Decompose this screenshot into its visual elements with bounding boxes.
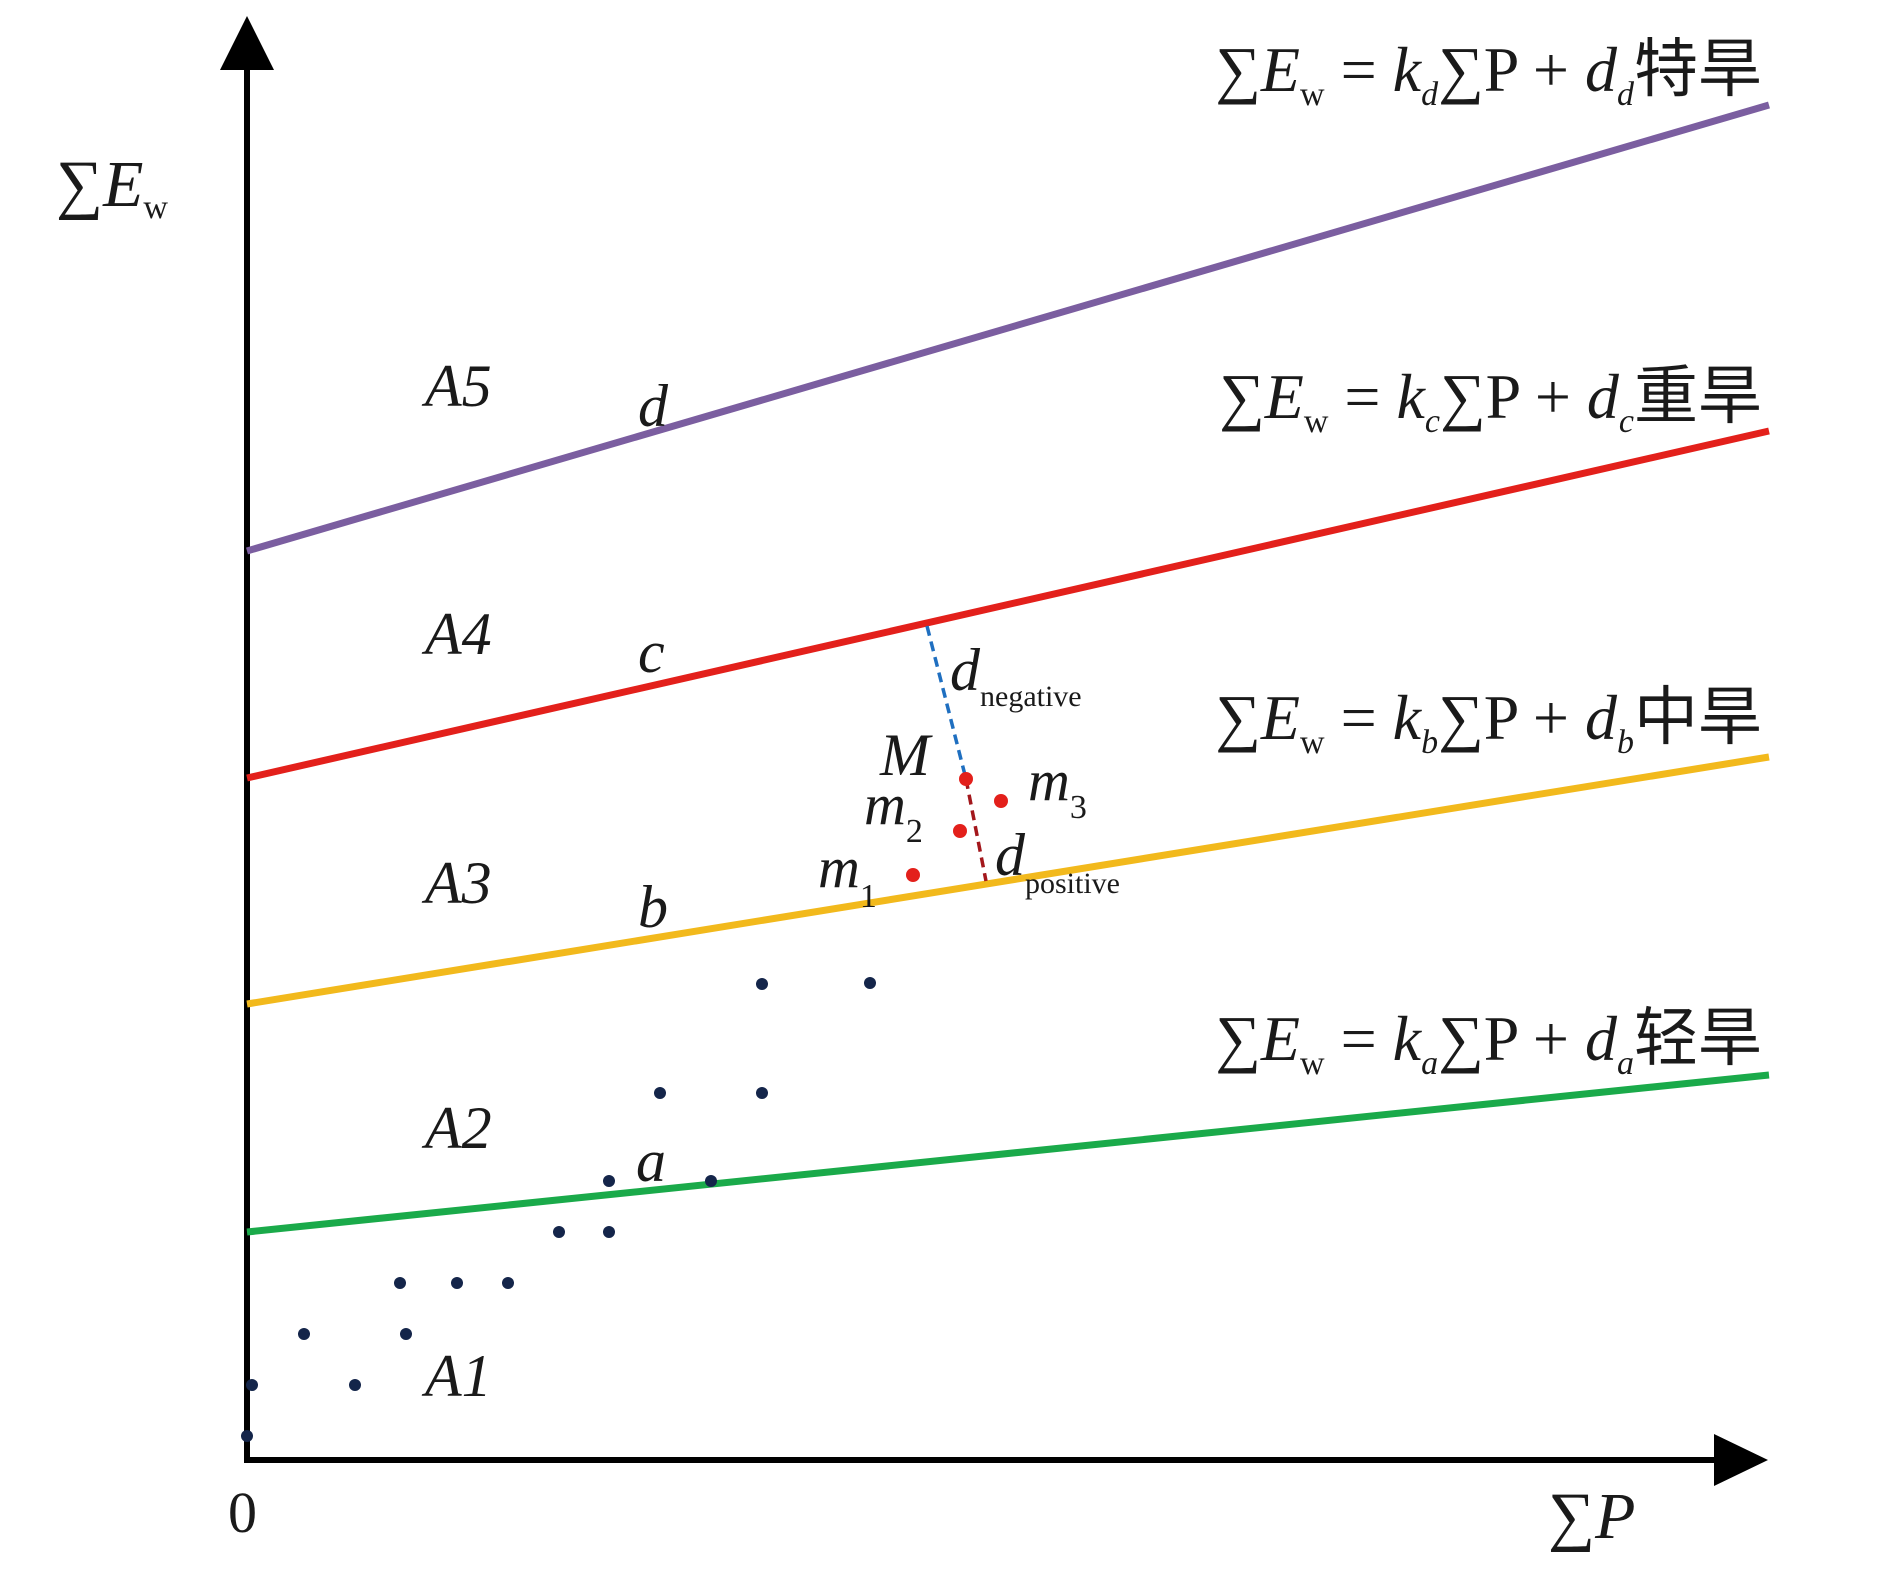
line-b	[246, 753, 1770, 1008]
point-m3	[994, 794, 1008, 808]
d-positive-label: dpositive	[995, 822, 1120, 900]
x-axis-label: ∑P	[1548, 1480, 1635, 1553]
highlight-points	[906, 772, 1008, 882]
point-label-M: M	[879, 722, 933, 788]
point	[298, 1328, 310, 1340]
zone-label-a2: A2	[421, 1095, 492, 1161]
y-axis-label: ∑Ew	[56, 148, 168, 226]
point-m2	[953, 824, 967, 838]
point	[756, 978, 768, 990]
point	[756, 1087, 768, 1099]
point-m1	[906, 868, 920, 882]
point	[394, 1277, 406, 1289]
point	[502, 1277, 514, 1289]
y-axis-arrow-icon	[220, 16, 274, 70]
point	[349, 1379, 361, 1391]
equation-a: ∑Ew = ka∑P + da轻旱	[1215, 1003, 1762, 1082]
point	[654, 1087, 666, 1099]
point	[705, 1175, 717, 1187]
line-label-a: a	[636, 1128, 666, 1194]
line-label-b: b	[638, 874, 668, 940]
point-M	[959, 772, 973, 786]
equation-b: ∑Ew = kb∑P + db中旱	[1215, 682, 1762, 761]
d-negative-dash	[925, 625, 968, 780]
point	[603, 1175, 615, 1187]
equation-d: ∑Ew = kd∑P + dd特旱	[1215, 34, 1762, 113]
line-c	[246, 427, 1770, 782]
equations: ∑Ew = kd∑P + dd特旱 ∑Ew = kc∑P + dc重旱 ∑Ew …	[1215, 34, 1762, 1082]
zone-label-a1: A1	[421, 1343, 492, 1409]
point	[246, 1379, 258, 1391]
point	[400, 1328, 412, 1340]
zone-label-a5: A5	[421, 353, 492, 419]
point-label-m2: m2	[864, 772, 923, 850]
line-label-d: d	[638, 373, 669, 439]
point	[451, 1277, 463, 1289]
d-positive-dash	[964, 778, 988, 882]
origin-label: 0	[228, 1480, 257, 1545]
line-label-c: c	[638, 619, 665, 685]
zone-label-a3: A3	[421, 850, 492, 916]
point	[241, 1430, 253, 1442]
point	[553, 1226, 565, 1238]
point	[603, 1226, 615, 1238]
point	[864, 977, 876, 989]
x-axis-arrow-icon	[1714, 1434, 1768, 1486]
d-negative-label: dnegative	[950, 637, 1082, 713]
equation-c: ∑Ew = kc∑P + dc重旱	[1219, 361, 1762, 440]
observation-points	[241, 977, 876, 1442]
line-a	[246, 1071, 1770, 1236]
zone-label-a4: A4	[421, 601, 492, 667]
line-d	[246, 101, 1770, 555]
point-label-m3: m3	[1028, 748, 1087, 826]
point-label-m1: m1	[818, 835, 877, 915]
